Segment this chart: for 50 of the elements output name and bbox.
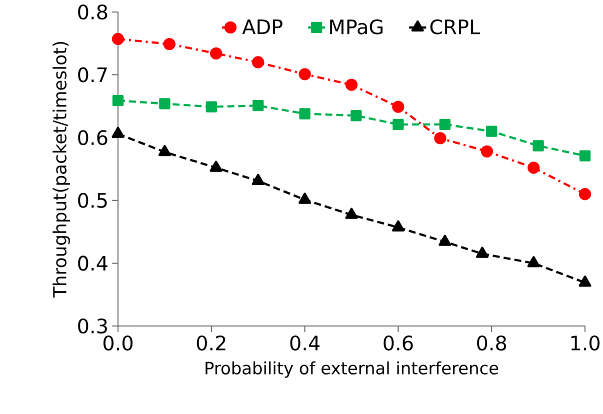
- point: [163, 38, 176, 50]
- point: [486, 126, 498, 137]
- y-tick-label: 0.8: [78, 4, 108, 20]
- point: [480, 145, 494, 158]
- point: [392, 220, 404, 232]
- point: [476, 246, 489, 258]
- y-tick-label: 0.7: [78, 67, 107, 82]
- point: [112, 94, 124, 106]
- y-tick-label: 0.3: [78, 318, 107, 334]
- point: [206, 101, 217, 112]
- point: [210, 160, 222, 172]
- x-tick-label: 0.4: [290, 336, 320, 351]
- y-tick-label: 0.5: [78, 192, 107, 208]
- x-tick-label: 0.0: [103, 336, 133, 351]
- point: [112, 126, 124, 138]
- point: [439, 118, 450, 130]
- legend-label: ADP: [242, 19, 282, 34]
- point: [299, 108, 310, 120]
- x-tick-label: 0.2: [196, 336, 226, 351]
- legend-label: CRPL: [430, 19, 480, 34]
- point: [434, 132, 446, 144]
- point: [298, 68, 311, 80]
- point: [252, 100, 264, 112]
- point: [252, 56, 264, 68]
- x-axis-title: Probability of external interference: [206, 361, 498, 378]
- point: [578, 276, 592, 287]
- point: [578, 188, 592, 200]
- point: [298, 192, 312, 204]
- y-tick-label: 0.4: [78, 256, 108, 271]
- point: [438, 234, 452, 246]
- x-tick-label: 1.0: [571, 336, 600, 351]
- point: [392, 100, 404, 113]
- legend-label: MPaG: [330, 19, 383, 34]
- point: [210, 47, 222, 60]
- point: [579, 150, 591, 162]
- point: [527, 256, 540, 268]
- point: [350, 110, 362, 122]
- point: [112, 32, 124, 46]
- point: [392, 118, 404, 130]
- point: [252, 174, 264, 186]
- point: [159, 98, 170, 110]
- x-tick-label: 0.8: [477, 336, 506, 351]
- point: [345, 78, 358, 91]
- point: [532, 140, 544, 152]
- point: [345, 208, 358, 219]
- point: [158, 144, 171, 156]
- y-axis-title: Throughput(packet/timeslot): [52, 42, 70, 298]
- y-tick-label: 0.6: [78, 130, 108, 146]
- x-tick-label: 0.6: [384, 336, 413, 351]
- point: [528, 162, 540, 174]
